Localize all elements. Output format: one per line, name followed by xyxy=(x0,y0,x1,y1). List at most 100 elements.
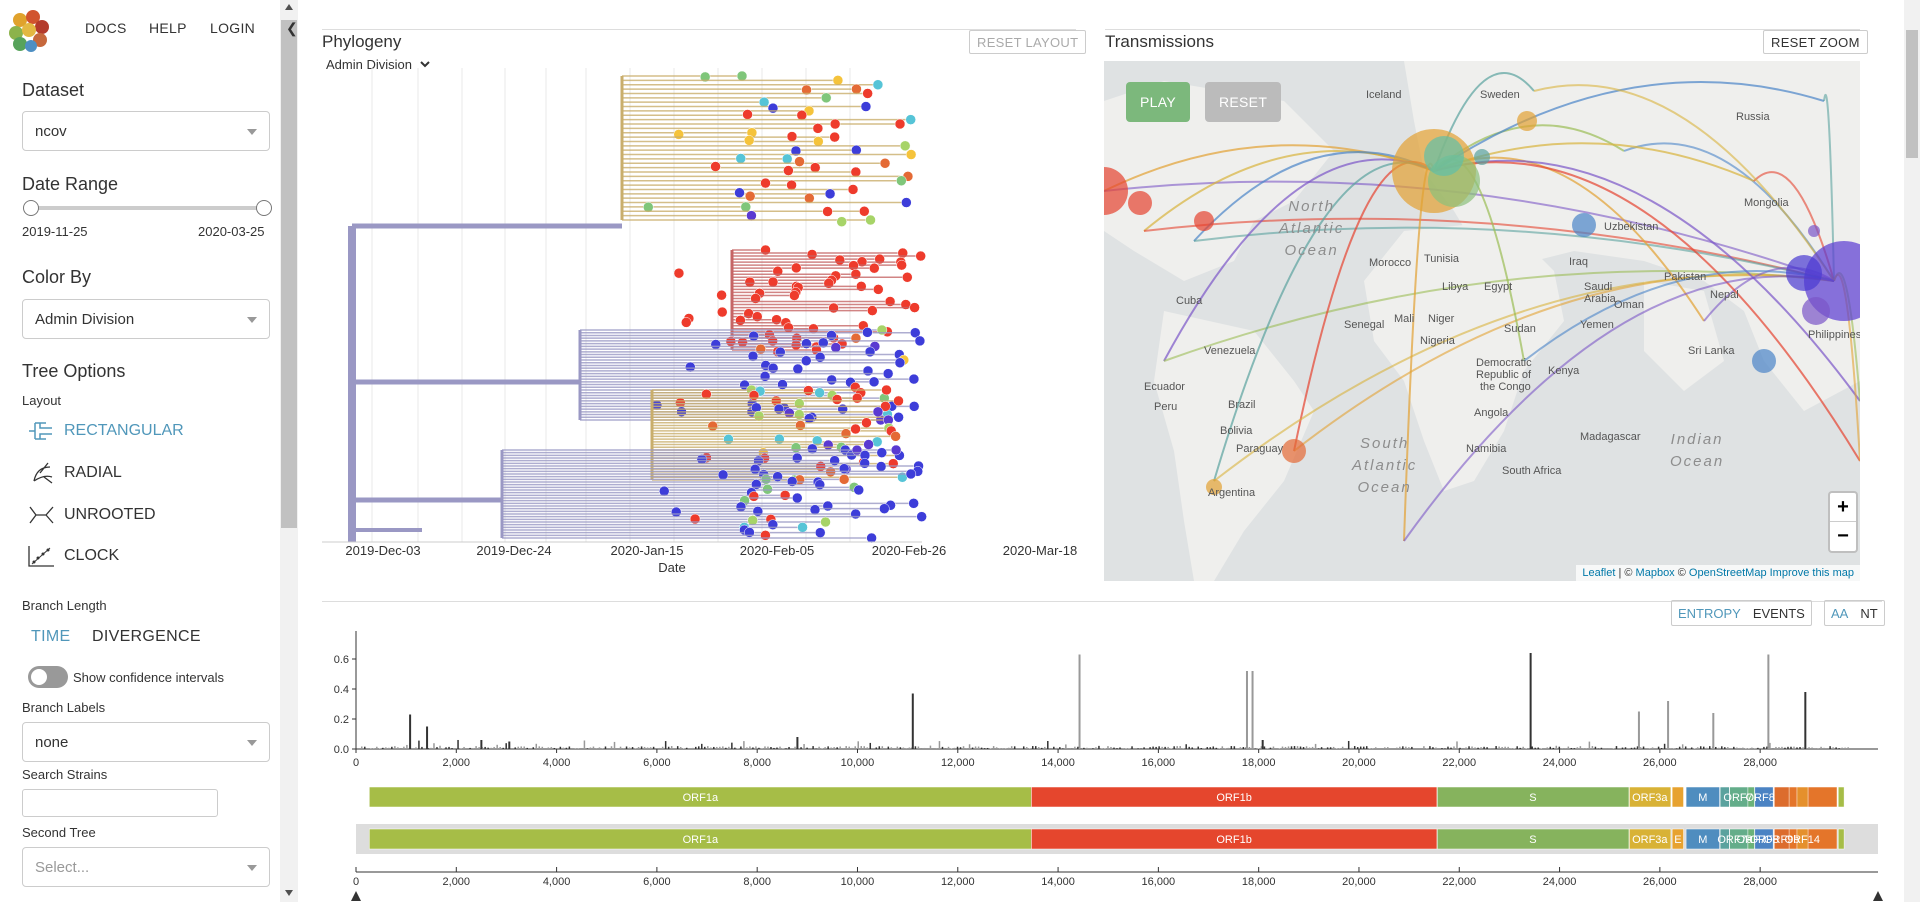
entropy-bar xyxy=(664,741,667,749)
zoom-in-button[interactable]: + xyxy=(1830,493,1856,522)
tip xyxy=(793,409,805,420)
entropy-bar xyxy=(881,746,884,749)
page-scroll-thumb[interactable] xyxy=(1906,30,1918,158)
entropy-bar xyxy=(592,746,595,749)
entropy-chart[interactable]: 0.0 0.2 0.4 0.6 0 2,000 4,000 6,000 8,000 10,000 1… xyxy=(322,627,1892,902)
docs-link[interactable]: DOCS xyxy=(85,20,127,36)
tip xyxy=(643,201,654,213)
map-reset-button[interactable]: RESET xyxy=(1205,82,1282,122)
entropy-bar xyxy=(1056,747,1058,749)
phylogeny-title: Phylogeny xyxy=(322,32,402,51)
entropy-bar xyxy=(1161,746,1163,749)
entropy-bar xyxy=(1453,746,1455,749)
tab-events[interactable]: EVENTS xyxy=(1752,606,1805,621)
brush-handle-right xyxy=(1873,891,1883,901)
entropy-bar xyxy=(436,747,438,749)
map-label-ecuador: Ecuador xyxy=(1144,381,1185,393)
map-label-venezuela: Venezuela xyxy=(1204,345,1256,357)
attribution-sep-2: © xyxy=(1674,567,1689,579)
reset-zoom-button[interactable]: RESET ZOOM xyxy=(1763,30,1868,54)
dataset-select[interactable]: ncov xyxy=(22,111,270,151)
nextstrain-logo[interactable] xyxy=(6,8,52,54)
map-label-srilanka: Sri Lanka xyxy=(1688,345,1735,357)
color-by-heading: Color By xyxy=(22,267,92,287)
entropy-bar xyxy=(406,744,408,749)
entropy-bar xyxy=(433,743,435,749)
date-range-end-handle[interactable] xyxy=(256,200,272,216)
login-link[interactable]: LOGIN xyxy=(210,20,256,36)
reset-layout-button[interactable]: RESET LAYOUT xyxy=(969,30,1087,54)
entropy-bar xyxy=(1504,746,1506,749)
branch-labels-select[interactable]: none xyxy=(22,722,270,762)
help-link[interactable]: HELP xyxy=(149,20,187,36)
tab-entropy[interactable]: ENTROPY xyxy=(1678,606,1741,621)
scroll-up-icon[interactable] xyxy=(285,4,293,10)
leaflet-link[interactable]: Leaflet xyxy=(1582,567,1616,579)
layout-rectangular[interactable]: RECTANGULAR xyxy=(26,416,184,446)
entropy-bar xyxy=(995,747,998,749)
entropy-bar xyxy=(1474,747,1476,749)
entropy-bar xyxy=(1681,744,1684,749)
tip xyxy=(755,343,766,355)
transmissions-map[interactable]: North Atlantic Ocean South Atlantic Ocean In… xyxy=(1104,61,1860,581)
map-label-uzbekistan: Uzbekistan xyxy=(1604,221,1659,233)
entropy-bar xyxy=(1567,746,1570,749)
entropy-bar xyxy=(1113,747,1115,749)
tip xyxy=(814,479,826,490)
search-strains-input[interactable] xyxy=(22,789,218,817)
brush-tick-label: 2,000 xyxy=(443,876,471,888)
entropy-bar xyxy=(1239,747,1242,749)
chevron-down-icon xyxy=(247,129,257,135)
scroll-down-icon[interactable] xyxy=(285,890,293,896)
entropy-bar xyxy=(1576,747,1579,749)
gene-label: ORF8 xyxy=(1745,792,1774,804)
entropy-bar xyxy=(1727,747,1729,749)
tip xyxy=(851,144,862,156)
zoom-out-button[interactable]: − xyxy=(1837,525,1849,547)
confidence-toggle[interactable] xyxy=(28,666,68,688)
layout-clock[interactable]: CLOCK xyxy=(26,541,119,571)
legend-toggle[interactable]: Admin Division xyxy=(326,57,431,72)
tip xyxy=(743,135,755,146)
sidebar-scroll-thumb[interactable] xyxy=(281,20,297,528)
play-button[interactable]: PLAY xyxy=(1126,82,1190,122)
gene-block xyxy=(1031,828,1438,850)
color-by-select[interactable]: Admin Division xyxy=(22,299,270,339)
date-range-start-handle[interactable] xyxy=(23,200,39,216)
layout-unrooted[interactable]: UNROOTED xyxy=(26,500,156,530)
entropy-bar xyxy=(1013,746,1016,749)
tip xyxy=(803,385,814,396)
tab-aa[interactable]: AA xyxy=(1831,606,1849,621)
sidebar-scrollbar[interactable] xyxy=(280,0,298,902)
entropy-bar xyxy=(430,747,432,749)
collapse-sidebar-icon[interactable]: ❮ xyxy=(286,20,298,36)
tab-nt[interactable]: NT xyxy=(1860,606,1878,621)
gene-block xyxy=(1838,828,1845,850)
tip xyxy=(865,214,876,226)
entropy-bar xyxy=(1483,746,1485,749)
osm-link[interactable]: OpenStreetMap xyxy=(1688,567,1767,579)
entropy-bar xyxy=(562,747,565,749)
tip xyxy=(882,368,894,379)
tip xyxy=(736,70,748,82)
page-scrollbar[interactable] xyxy=(1904,0,1920,902)
entropy-bar xyxy=(1110,746,1112,749)
branch-length-time[interactable]: TIME xyxy=(31,628,71,645)
entropy-bar xyxy=(1314,743,1317,749)
entropy-bar xyxy=(361,746,363,749)
map-label-sudan: Sudan xyxy=(1504,323,1536,335)
tip xyxy=(748,491,760,502)
tip xyxy=(814,387,825,398)
mapbox-link[interactable]: Mapbox xyxy=(1635,567,1675,579)
entropy-bar xyxy=(1489,748,1491,749)
second-tree-select[interactable]: Select... xyxy=(22,847,270,887)
brush-tick-label: 4,000 xyxy=(543,876,571,888)
branch-length-divergence[interactable]: DIVERGENCE xyxy=(92,628,201,645)
gene-block xyxy=(1031,786,1438,808)
phylogeny-tree[interactable]: 2019-Dec-03 2019-Dec-24 2020-Jan-15 2020-Fe… xyxy=(322,60,1078,580)
layout-radial[interactable]: RADIAL xyxy=(26,458,122,488)
gene-block xyxy=(1437,786,1630,808)
gene-block xyxy=(1629,786,1672,808)
improve-map-link[interactable]: Improve this map xyxy=(1769,567,1854,579)
date-range-track[interactable] xyxy=(30,206,264,210)
